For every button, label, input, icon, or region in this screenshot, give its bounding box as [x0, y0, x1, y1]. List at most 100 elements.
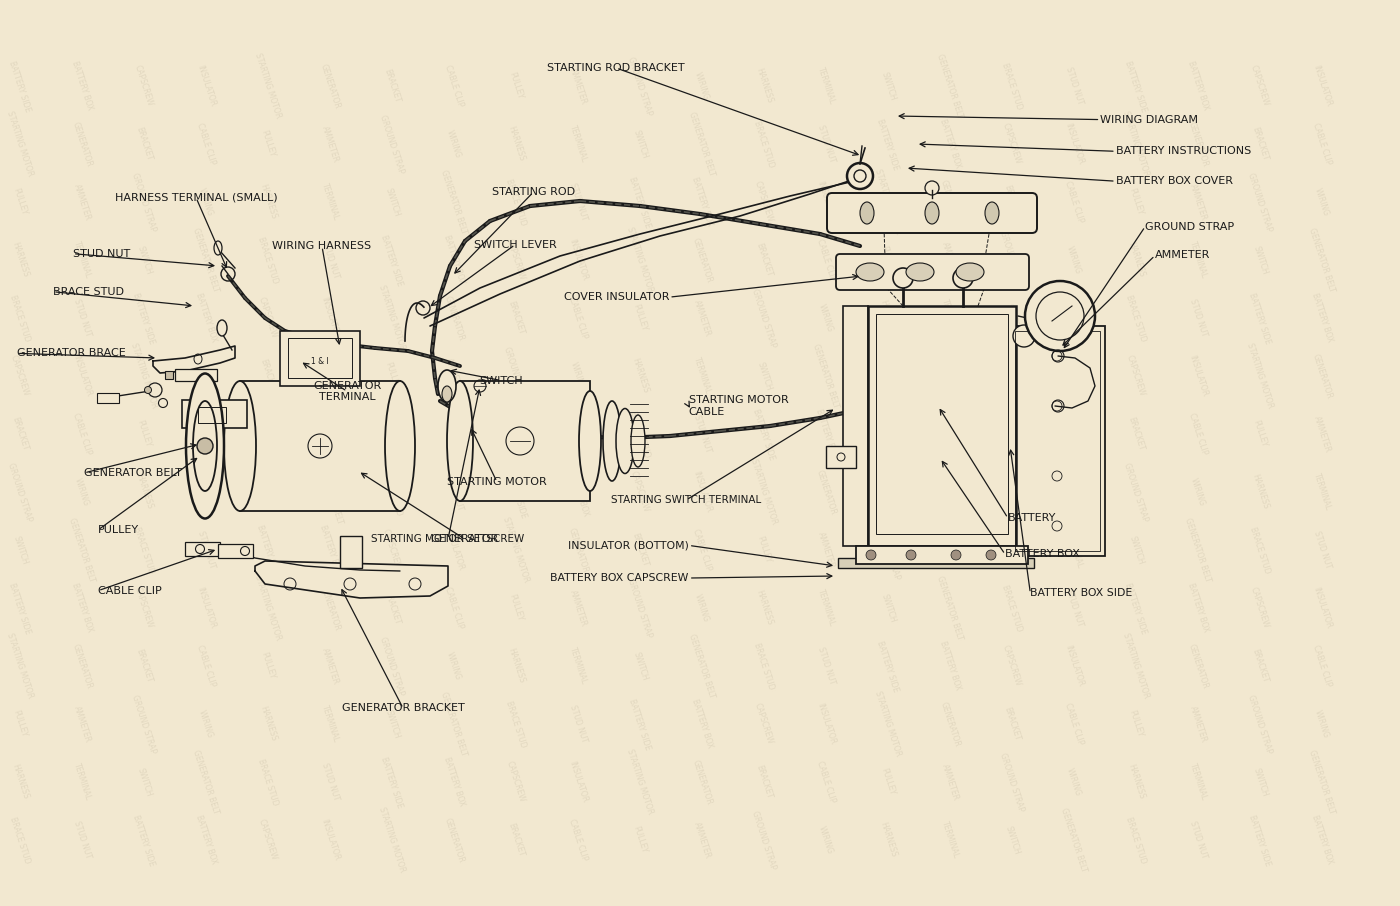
- Text: WIRING: WIRING: [73, 477, 91, 507]
- Text: TERMINAL: TERMINAL: [816, 588, 836, 628]
- Text: GROUND STRAP: GROUND STRAP: [1145, 221, 1235, 232]
- Text: CAPSCREW: CAPSCREW: [381, 528, 403, 572]
- Text: AMMETER: AMMETER: [568, 66, 588, 105]
- Text: BATTERY SIDE: BATTERY SIDE: [752, 408, 777, 460]
- Text: PULLEY: PULLEY: [879, 767, 896, 796]
- Text: BRACE STUD: BRACE STUD: [1000, 62, 1023, 111]
- Text: INSULATOR: INSULATOR: [939, 412, 960, 456]
- Text: GROUND STRAP: GROUND STRAP: [1246, 694, 1274, 755]
- Text: WIRING: WIRING: [197, 708, 214, 739]
- Text: BATTERY BOX SIDE: BATTERY BOX SIDE: [1030, 588, 1133, 599]
- Text: SWITCH: SWITCH: [755, 361, 773, 391]
- Text: WIRING: WIRING: [818, 824, 834, 855]
- Text: BRACE STUD: BRACE STUD: [752, 120, 776, 169]
- Text: GENERATOR: GENERATOR: [690, 758, 714, 805]
- Text: STARTING MOTOR: STARTING MOTOR: [1121, 111, 1151, 178]
- Circle shape: [925, 181, 939, 195]
- Text: BATTERY SIDE: BATTERY SIDE: [7, 60, 32, 112]
- Text: HARNESS: HARNESS: [755, 589, 774, 627]
- Text: AMMETER: AMMETER: [1064, 473, 1084, 512]
- Text: INSULATOR: INSULATOR: [1063, 122, 1085, 166]
- Text: INSULATOR: INSULATOR: [692, 470, 713, 514]
- Ellipse shape: [855, 263, 883, 281]
- Text: BATTERY BOX: BATTERY BOX: [1310, 293, 1334, 343]
- Text: BATTERY SIDE: BATTERY SIDE: [1124, 582, 1148, 635]
- Text: STUD NUT: STUD NUT: [1187, 298, 1208, 338]
- Text: GENERATOR: GENERATOR: [442, 816, 466, 863]
- Text: BRACE STUD: BRACE STUD: [504, 699, 528, 748]
- Text: PULLEY: PULLEY: [1004, 477, 1021, 506]
- Text: BATTERY SIDE: BATTERY SIDE: [627, 698, 652, 751]
- Circle shape: [197, 438, 213, 454]
- Text: COVER INSULATOR: COVER INSULATOR: [564, 292, 669, 303]
- Text: BATTERY SIDE: BATTERY SIDE: [379, 234, 405, 286]
- Text: CABLE CLIP: CABLE CLIP: [1187, 412, 1210, 456]
- Text: BATTERY INSTRUCTIONS: BATTERY INSTRUCTIONS: [1116, 146, 1252, 157]
- Text: GENERATOR BELT: GENERATOR BELT: [440, 690, 469, 757]
- Text: HARNESS: HARNESS: [134, 473, 154, 511]
- Text: STARTING MOTOR: STARTING MOTOR: [377, 284, 407, 352]
- Text: BATTERY SIDE: BATTERY SIDE: [875, 640, 900, 693]
- Text: CAPSCREW: CAPSCREW: [10, 354, 31, 398]
- Text: SWITCH: SWITCH: [631, 129, 648, 159]
- Text: GENERATOR BELT: GENERATOR BELT: [1060, 807, 1089, 873]
- Text: CAPSCREW: CAPSCREW: [1249, 64, 1271, 108]
- Text: HARNESS: HARNESS: [258, 183, 279, 221]
- Text: CABLE CLIP: CABLE CLIP: [71, 412, 92, 456]
- Text: GENERATOR: GENERATOR: [318, 63, 342, 110]
- Text: BATTERY SIDE: BATTERY SIDE: [7, 582, 32, 635]
- Text: GENERATOR: GENERATOR: [1186, 120, 1210, 168]
- Text: CAPSCREW: CAPSCREW: [133, 586, 155, 630]
- Text: BRACKET: BRACKET: [259, 358, 277, 394]
- Text: STUD NUT: STUD NUT: [567, 182, 588, 222]
- Text: TERMINAL: TERMINAL: [196, 472, 216, 512]
- Bar: [280, 331, 360, 386]
- Circle shape: [906, 550, 916, 560]
- Text: GENERATOR BELT: GENERATOR BELT: [1183, 516, 1212, 583]
- Text: BRACE STUD: BRACE STUD: [752, 641, 776, 690]
- Text: STARTING MOTOR: STARTING MOTOR: [997, 400, 1026, 467]
- Ellipse shape: [196, 545, 204, 554]
- Bar: [461, 381, 589, 501]
- Text: WIRING: WIRING: [1065, 245, 1082, 275]
- Text: INSULATOR: INSULATOR: [442, 528, 465, 572]
- Text: STUD NUT: STUD NUT: [939, 356, 960, 396]
- Ellipse shape: [1014, 325, 1035, 347]
- Text: WIRING: WIRING: [693, 593, 711, 623]
- Text: STUD NUT: STUD NUT: [73, 248, 130, 259]
- Text: STARTING MOTOR: STARTING MOTOR: [6, 632, 35, 699]
- Text: BRACKET: BRACKET: [134, 126, 154, 162]
- Bar: [182, 400, 246, 428]
- Ellipse shape: [438, 370, 456, 402]
- Text: STUD NUT: STUD NUT: [319, 762, 340, 802]
- Text: BATTERY SIDE: BATTERY SIDE: [504, 466, 528, 518]
- Text: CAPSCREW: CAPSCREW: [505, 760, 526, 804]
- Text: GENERATOR: GENERATOR: [815, 468, 837, 516]
- Text: HARNESS: HARNESS: [1250, 473, 1270, 511]
- Bar: [197, 407, 225, 423]
- Text: SWITCH: SWITCH: [479, 375, 524, 386]
- Text: CABLE CLIP: CABLE CLIP: [1310, 644, 1333, 688]
- Ellipse shape: [986, 202, 1000, 224]
- Text: INSULATOR: INSULATOR: [1063, 644, 1085, 688]
- Text: GROUND STRAP: GROUND STRAP: [130, 694, 158, 755]
- Text: HARNESS: HARNESS: [258, 705, 279, 743]
- Text: BRACE STUD: BRACE STUD: [1124, 815, 1148, 864]
- Text: BRACKET: BRACKET: [1002, 184, 1022, 220]
- Polygon shape: [153, 346, 235, 373]
- Text: PULLEY: PULLEY: [631, 825, 648, 854]
- Text: CAPSCREW: CAPSCREW: [505, 238, 526, 282]
- Text: CABLE CLIP: CABLE CLIP: [815, 238, 837, 282]
- Ellipse shape: [241, 546, 249, 555]
- Text: SWITCH: SWITCH: [136, 766, 153, 797]
- Text: INSULATOR: INSULATOR: [195, 64, 217, 108]
- Text: BRACE STUD: BRACE STUD: [1000, 583, 1023, 632]
- Text: BATTERY BOX: BATTERY BOX: [690, 699, 714, 749]
- Text: WIRING: WIRING: [1065, 766, 1082, 797]
- Text: GENERATOR BELT: GENERATOR BELT: [563, 400, 592, 467]
- Text: TERMINAL: TERMINAL: [444, 414, 465, 454]
- Text: AMMETER: AMMETER: [1187, 705, 1208, 744]
- Ellipse shape: [144, 387, 151, 393]
- Text: BATTERY: BATTERY: [1008, 513, 1057, 524]
- Text: BATTERY BOX: BATTERY BOX: [1186, 583, 1210, 633]
